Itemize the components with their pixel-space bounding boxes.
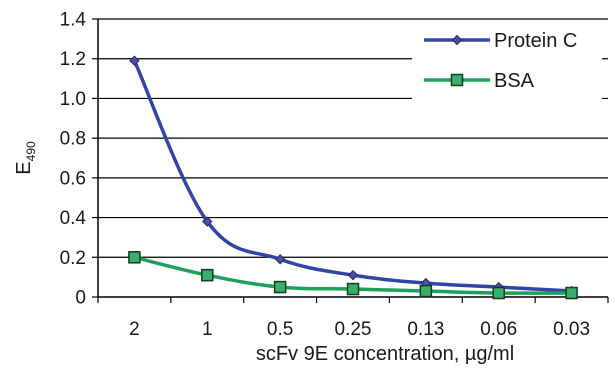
axes: [97, 19, 608, 298]
data-point-bsa: [273, 280, 287, 294]
x-tick-labels: 2 1 0.5 0.25 0.13 0.06 0.03: [97, 297, 609, 340]
series-bsa: [128, 251, 578, 300]
x-tick-label: 0.13: [407, 319, 444, 340]
y-tick-label: 1.4: [60, 10, 87, 31]
y-axis-title: E490: [13, 141, 38, 175]
y-tick-label: 1.2: [60, 49, 86, 70]
y-tick-label: 0.2: [60, 248, 86, 269]
data-point-protein-c: [274, 254, 286, 265]
data-point-bsa: [346, 282, 360, 296]
series: [128, 55, 578, 300]
data-point-bsa: [419, 284, 433, 298]
data-point-protein-c: [129, 55, 140, 66]
y-tick-label: 0.8: [60, 129, 86, 150]
legend-background: [412, 23, 602, 111]
legend-label-bsa: BSA: [494, 70, 535, 92]
legend-diamond-marker: [451, 34, 463, 46]
y-tick-label: 0.4: [60, 208, 87, 229]
x-tick-label: 0.25: [335, 319, 372, 340]
x-tick-label: 0.03: [553, 319, 590, 340]
data-point-bsa: [492, 286, 505, 300]
y-tick-label: 0.6: [60, 168, 86, 189]
data-point-protein-c: [202, 216, 213, 227]
y-tick-label: 1.0: [60, 89, 86, 110]
x-tick-label: 0.5: [267, 319, 293, 340]
legend-item-protein-c: Protein C: [424, 30, 577, 52]
y-axis-title-subscript: 490: [24, 141, 38, 161]
data-point-bsa: [201, 268, 214, 282]
data-point-protein-c: [347, 269, 359, 281]
data-point-bsa: [128, 251, 141, 264]
x-tick-label: 1: [202, 319, 213, 340]
legend: Protein C BSA: [412, 23, 602, 111]
y-axis-title-base: E: [13, 161, 35, 174]
legend-item-bsa: BSA: [424, 70, 535, 92]
x-tick-label: 2: [129, 319, 140, 340]
y-tick-labels: 0 0.2 0.4 0.6 0.8 1.0 1.2 1.4: [60, 10, 98, 309]
legend-square-marker: [450, 73, 464, 87]
y-tick-label: 0: [75, 288, 86, 309]
legend-label-protein-c: Protein C: [494, 30, 577, 52]
x-tick-label: 0.06: [480, 319, 517, 340]
data-point-bsa: [565, 286, 578, 300]
x-axis-title: scFv 9E concentration, µg/ml: [256, 343, 514, 365]
